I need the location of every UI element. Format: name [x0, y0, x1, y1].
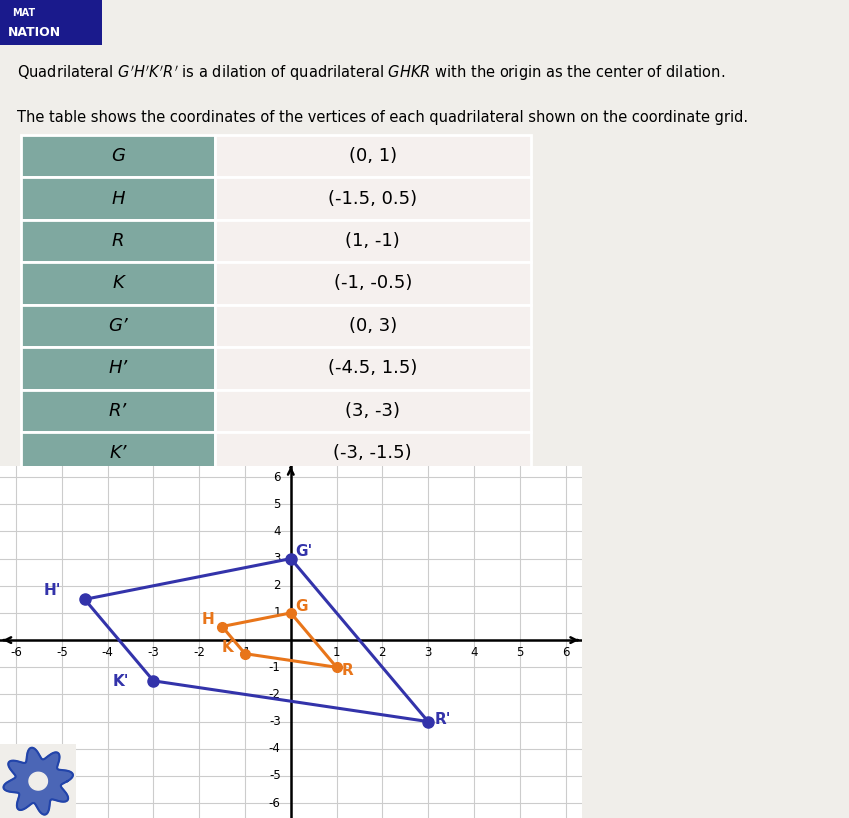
Text: K’: K’	[110, 444, 127, 462]
Bar	[21, 263, 215, 305]
Text: (-3, -1.5): (-3, -1.5)	[334, 444, 412, 462]
Text: G: G	[111, 147, 125, 165]
Bar	[21, 389, 215, 432]
Bar	[21, 220, 215, 263]
Text: -5: -5	[269, 770, 281, 782]
Text: -1: -1	[239, 646, 251, 659]
Bar	[215, 178, 531, 220]
Text: -1: -1	[269, 661, 281, 674]
Text: -5: -5	[56, 646, 68, 659]
Bar	[21, 347, 215, 389]
Text: R’: R’	[109, 402, 127, 420]
Text: G': G'	[295, 544, 312, 559]
Text: H': H'	[43, 583, 61, 598]
Text: -3: -3	[269, 715, 281, 728]
Text: R': R'	[435, 712, 452, 727]
Text: MAT: MAT	[12, 7, 36, 18]
Text: -3: -3	[148, 646, 160, 659]
Text: 5: 5	[516, 646, 524, 659]
Text: -2: -2	[194, 646, 205, 659]
Text: 5: 5	[273, 498, 281, 510]
Bar	[21, 432, 215, 474]
Text: -4: -4	[269, 742, 281, 755]
Bar	[215, 432, 531, 474]
Text: Quadrilateral $\mathit{G'H'K'R'}$ is a dilation of quadrilateral $\mathit{GHKR}$: Quadrilateral $\mathit{G'H'K'R'}$ is a d…	[17, 63, 725, 83]
Text: 4: 4	[470, 646, 478, 659]
Bar	[215, 135, 531, 178]
Text: (1, -1): (1, -1)	[346, 232, 400, 250]
Text: (0, 3): (0, 3)	[349, 317, 396, 335]
Text: R: R	[341, 663, 353, 678]
Bar	[215, 389, 531, 432]
Text: 1: 1	[333, 646, 340, 659]
Text: K: K	[112, 275, 124, 293]
Text: 6: 6	[562, 646, 570, 659]
Bar	[21, 178, 215, 220]
Text: H’: H’	[109, 359, 127, 377]
Text: 3: 3	[273, 552, 281, 565]
Text: (-1, -0.5): (-1, -0.5)	[334, 275, 412, 293]
Text: -6: -6	[10, 646, 22, 659]
Text: R: R	[112, 232, 124, 250]
Text: (0, 1): (0, 1)	[349, 147, 396, 165]
Bar	[215, 305, 531, 347]
Bar	[21, 135, 215, 178]
Text: H: H	[111, 190, 125, 208]
Text: K': K'	[112, 674, 129, 690]
Text: -4: -4	[102, 646, 114, 659]
Text: (-1.5, 0.5): (-1.5, 0.5)	[329, 190, 417, 208]
Text: 4: 4	[273, 525, 281, 538]
Bar	[215, 347, 531, 389]
Text: 2: 2	[379, 646, 386, 659]
Polygon shape	[3, 748, 73, 815]
Text: 6: 6	[273, 470, 281, 483]
Text: NATION: NATION	[8, 26, 61, 39]
Text: 3: 3	[424, 646, 432, 659]
Text: G: G	[295, 599, 308, 614]
Text: The table shows the coordinates of the vertices of each quadrilateral shown on t: The table shows the coordinates of the v…	[17, 110, 748, 124]
Polygon shape	[29, 772, 48, 790]
Text: 2: 2	[273, 579, 281, 592]
Text: -6: -6	[269, 797, 281, 810]
Text: K: K	[222, 640, 233, 655]
Text: -2: -2	[269, 688, 281, 701]
Bar	[215, 220, 531, 263]
Text: (-4.5, 1.5): (-4.5, 1.5)	[328, 359, 418, 377]
Text: 1: 1	[273, 606, 281, 619]
Bar	[215, 263, 531, 305]
Text: H: H	[201, 613, 214, 627]
Text: G’: G’	[108, 317, 128, 335]
Text: (3, -3): (3, -3)	[346, 402, 400, 420]
Bar	[21, 305, 215, 347]
